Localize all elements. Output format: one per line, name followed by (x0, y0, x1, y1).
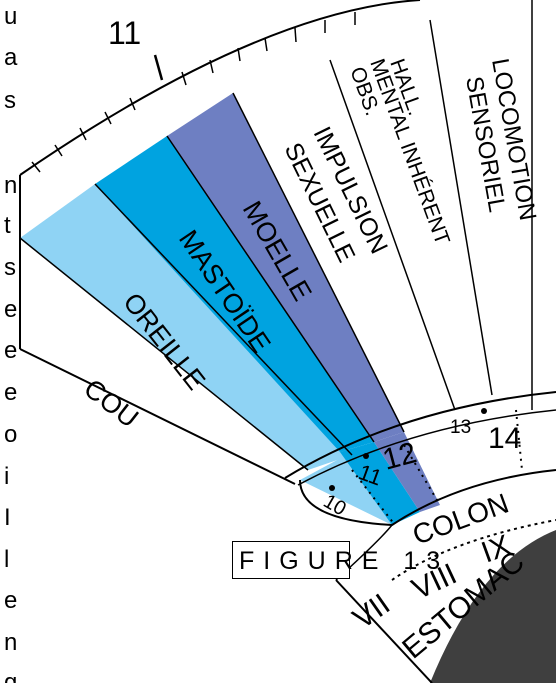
side-letter: e (4, 587, 17, 614)
dark-core (430, 530, 556, 683)
side-letter: u (4, 3, 17, 30)
side-text-column: u a s n t s e e e o i I l e n g (4, 3, 18, 683)
divider-3 (166, 135, 375, 443)
figure-caption: FIGURE 13 (232, 541, 440, 579)
zone-dots (329, 408, 487, 491)
zone-label-locomotion: LOCOMOTION SENSORIEL (460, 56, 541, 222)
left-lower-diag (335, 579, 433, 683)
side-letter: e (4, 337, 17, 364)
divider-6 (429, 19, 493, 396)
moelle-zone (167, 93, 404, 442)
inner-arc-3 (299, 469, 556, 527)
outer-arc (19, 0, 421, 176)
side-letter: e (4, 379, 17, 406)
divider-5 (329, 59, 456, 411)
side-letter: l (4, 546, 9, 573)
top-number: 11 (108, 15, 141, 51)
divider-4 (232, 92, 405, 433)
inner-arc-outer (284, 391, 556, 479)
outer-ticks (31, 12, 356, 173)
mastoide-zone (95, 136, 374, 452)
left-boundary-diag (19, 348, 296, 485)
divider-2 (94, 183, 353, 456)
side-letter: n (4, 629, 17, 656)
side-letter: e (4, 296, 17, 323)
inner-number-14: 14 (488, 422, 521, 455)
oreille-zone (20, 184, 352, 470)
inner-arc-dotted (391, 519, 556, 581)
inner-number-13: 13 (450, 417, 471, 438)
side-letter: n (4, 172, 17, 199)
moelle-zone-inner (374, 432, 440, 512)
inner-dotted-lines (351, 409, 523, 526)
side-letter: g (4, 669, 17, 683)
side-letter: t (4, 212, 11, 239)
mastoide-zone-inner (340, 442, 420, 525)
inner-arc-2 (297, 409, 556, 486)
roman-vii: VII (347, 588, 396, 636)
side-letter: o (4, 421, 17, 448)
oreille-zone-inner (300, 452, 395, 525)
side-letter: I (4, 504, 11, 531)
side-letter: s (4, 254, 16, 281)
divider-1 (19, 237, 309, 471)
side-letter: i (4, 463, 9, 490)
side-letter: a (4, 44, 18, 71)
side-letter: s (4, 87, 16, 114)
